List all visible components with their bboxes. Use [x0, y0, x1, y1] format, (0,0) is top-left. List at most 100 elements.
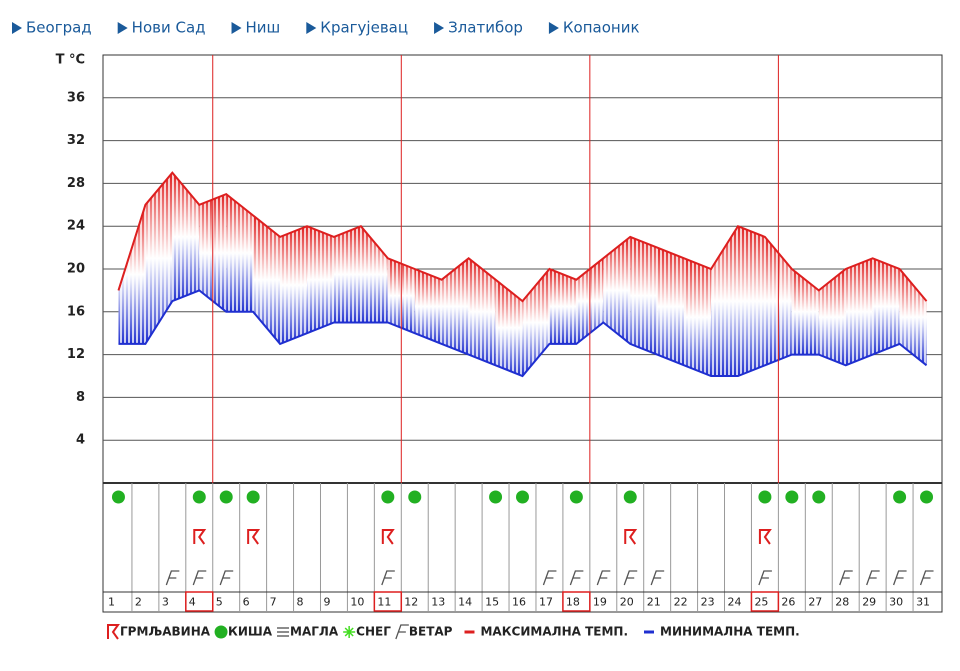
thunder-icon: [193, 529, 207, 545]
legend-label: МАКСИМАЛНА ТЕМП.: [480, 625, 628, 639]
y-tick-label: 24: [67, 219, 85, 234]
y-tick-label: 36: [67, 90, 85, 105]
flag: [395, 624, 409, 640]
day-label: 10: [350, 596, 364, 609]
dot: [219, 490, 233, 504]
day-label: 3: [162, 596, 169, 609]
legend-label: ВЕТАР: [409, 625, 453, 639]
range-stripes: [118, 172, 927, 376]
dot: [111, 490, 125, 504]
day-label: 28: [835, 596, 849, 609]
nav-link[interactable]: Нови Сад: [132, 19, 206, 37]
wind-icon: [866, 570, 880, 586]
rain-icon: [758, 490, 772, 504]
highlight-day: [185, 591, 214, 612]
snow-icon: [343, 626, 356, 638]
day-label: 5: [216, 596, 223, 609]
temp-line: [117, 171, 928, 303]
rain-icon: [920, 490, 934, 504]
y-tick-label: 12: [67, 347, 85, 362]
legend-label: КИША: [228, 625, 273, 639]
day-label: 15: [485, 596, 499, 609]
dot: [381, 490, 395, 504]
bars: [277, 627, 290, 637]
y-axis-label: T °C: [56, 53, 85, 68]
dot: [812, 490, 826, 504]
legend-label: ГРМЉАВИНА: [120, 625, 211, 639]
dot: [920, 490, 934, 504]
day-label: 11: [377, 596, 391, 609]
rain-icon: [623, 490, 637, 504]
wind-icon: [839, 570, 853, 586]
y-tick-label: 16: [67, 304, 85, 319]
dot: [758, 490, 772, 504]
bolt: [193, 529, 207, 545]
day-label: 16: [512, 596, 526, 609]
rain-icon: [569, 490, 583, 504]
day-label: 30: [889, 596, 903, 609]
y-tick-label: 28: [67, 176, 85, 191]
nav-arrow: [548, 22, 559, 34]
rain-icon: [812, 490, 826, 504]
wind-icon: [569, 570, 584, 586]
dot: [623, 490, 637, 504]
bolt: [381, 529, 395, 545]
bolt: [624, 529, 638, 545]
temp-line: [118, 289, 928, 378]
nav-arrow: [306, 22, 317, 34]
wind-icon: [623, 570, 638, 586]
y-tick-label: 4: [76, 433, 85, 448]
flag: [892, 570, 907, 586]
day-label: 26: [781, 596, 795, 609]
highlight-day: [562, 591, 591, 612]
flag: [219, 570, 234, 586]
day-label: 25: [754, 596, 768, 609]
highlight-day: [373, 591, 403, 612]
day-label: 12: [404, 596, 418, 609]
flag: [758, 570, 772, 586]
rain-icon: [893, 490, 907, 504]
legend-label: МАГЛА: [290, 625, 339, 639]
rain-icon: [408, 490, 422, 504]
wind-icon: [192, 570, 207, 586]
dot: [489, 490, 503, 504]
y-tick-label: 8: [76, 390, 85, 405]
flag: [569, 570, 584, 586]
nav-link[interactable]: Крагујевац: [320, 19, 408, 37]
nav-link[interactable]: Београд: [26, 19, 92, 37]
dot: [408, 490, 422, 504]
wind-icon: [542, 570, 557, 586]
nav-link[interactable]: Златибор: [448, 19, 523, 37]
thunder-icon: [247, 529, 261, 545]
dot: [785, 490, 799, 504]
rain-icon: [381, 490, 395, 504]
wind-icon: [596, 570, 611, 586]
rain-icon: [246, 490, 260, 504]
day-label: 22: [674, 596, 688, 609]
day-label: 21: [647, 596, 661, 609]
nav-link[interactable]: Ниш: [246, 19, 281, 37]
dot: [246, 490, 260, 504]
day-label: 18: [566, 596, 580, 609]
rain-icon: [489, 490, 503, 504]
day-label: 9: [323, 596, 330, 609]
rain-icon: [111, 490, 125, 504]
flag: [596, 570, 611, 586]
day-label: 1: [108, 596, 115, 609]
flag: [381, 570, 395, 586]
flag: [919, 570, 934, 586]
wind-icon: [219, 570, 234, 586]
flag: [839, 570, 853, 586]
nav-arrow: [12, 22, 22, 34]
day-label: 13: [431, 596, 445, 609]
flag: [650, 570, 665, 586]
thunder-icon: [624, 529, 638, 545]
star: [343, 626, 356, 638]
nav-link[interactable]: Копаоник: [563, 19, 640, 37]
day-label: 2: [135, 596, 142, 609]
day-label: 23: [701, 596, 715, 609]
thunder-icon: [107, 624, 120, 640]
day-label: 7: [270, 596, 277, 609]
wind-icon: [892, 570, 907, 586]
highlight-day: [750, 591, 780, 612]
